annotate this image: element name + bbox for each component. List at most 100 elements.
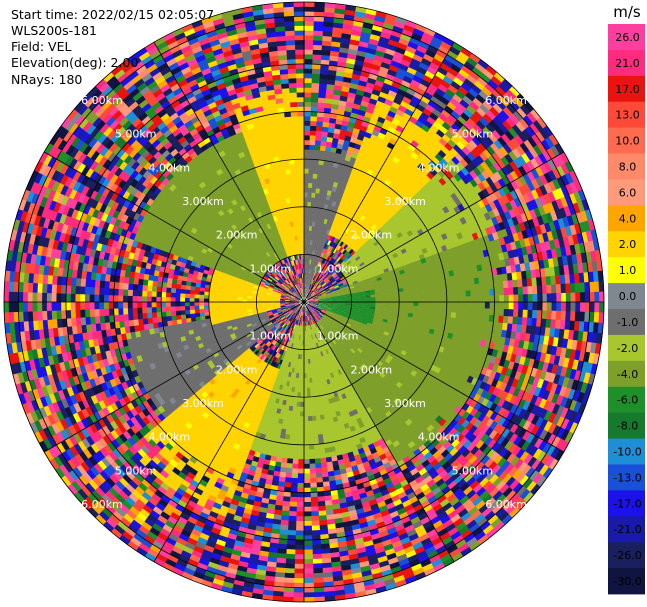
velocity-cell — [465, 296, 471, 303]
velocity-cell — [555, 310, 562, 321]
velocity-cell — [311, 68, 321, 75]
velocity-cell — [329, 195, 335, 202]
velocity-cell — [327, 131, 335, 138]
velocity-cell — [315, 212, 320, 218]
velocity-cell — [450, 312, 457, 319]
velocity-cell — [307, 249, 310, 255]
velocity-cell — [339, 95, 349, 102]
velocity-cell — [309, 269, 313, 275]
velocity-cell — [335, 172, 342, 179]
velocity-cell — [351, 298, 357, 301]
velocity-cell — [475, 302, 481, 309]
velocity-cell — [312, 274, 315, 280]
velocity-cell — [311, 259, 315, 266]
velocity-cell — [324, 199, 330, 206]
velocity-cell — [304, 206, 308, 212]
velocity-cell — [326, 83, 336, 90]
velocity-cell — [517, 286, 524, 296]
velocity-cell — [311, 73, 321, 79]
velocity-cell — [308, 268, 312, 275]
velocity-cell — [479, 308, 486, 316]
velocity-cell — [408, 290, 414, 295]
velocity-cell — [314, 144, 321, 151]
velocity-cell — [370, 302, 376, 305]
velocity-cell — [479, 283, 485, 291]
velocity-cell — [461, 296, 467, 303]
velocity-cell — [324, 233, 329, 240]
velocity-cell — [344, 106, 353, 113]
velocity-cell — [305, 292, 308, 298]
velocity-cell — [418, 293, 424, 299]
velocity-cell — [309, 254, 313, 260]
velocity-cell — [378, 36, 391, 45]
velocity-cell — [319, 188, 325, 195]
velocity-cell — [503, 294, 510, 303]
velocity-cell — [308, 163, 315, 170]
velocity-cell — [375, 302, 381, 305]
velocity-cell — [381, 27, 394, 36]
velocity-cell — [349, 82, 359, 90]
velocity-cell — [338, 51, 349, 59]
velocity-cell — [327, 224, 332, 231]
velocity-cell — [508, 309, 514, 318]
velocity-cell — [389, 302, 395, 306]
velocity-cell — [348, 141, 357, 149]
velocity-cell — [317, 102, 326, 108]
velocity-cell — [332, 27, 344, 34]
velocity-cell — [347, 48, 359, 56]
velocity-cell — [319, 150, 326, 156]
velocity-cell — [304, 220, 308, 226]
velocity-cell — [310, 274, 313, 280]
velocity-cell — [332, 181, 339, 188]
velocity-cell — [313, 245, 317, 251]
velocity-cell — [560, 310, 567, 321]
velocity-cell — [318, 87, 327, 94]
velocity-cell — [314, 140, 322, 146]
velocity-cell — [446, 306, 452, 313]
velocity-cell — [305, 287, 308, 293]
velocity-cell — [323, 107, 332, 114]
velocity-cell — [317, 197, 323, 204]
velocity-cell — [499, 295, 505, 303]
velocity-cell — [334, 8, 346, 15]
velocity-cell — [446, 302, 452, 308]
velocity-cell — [403, 302, 410, 306]
velocity-cell — [446, 286, 452, 293]
velocity-cell — [323, 11, 336, 18]
velocity-cell — [311, 192, 316, 198]
velocity-cell — [442, 297, 448, 303]
velocity-cell — [432, 306, 438, 312]
velocity-cell — [321, 126, 330, 133]
velocity-cell — [317, 164, 324, 171]
velocity-cell — [305, 278, 308, 284]
velocity-cell — [322, 164, 329, 171]
velocity-cell — [329, 55, 340, 62]
velocity-cell — [323, 160, 330, 167]
velocity-cell — [392, 25, 405, 34]
velocity-cell — [560, 283, 567, 294]
velocity-cell — [308, 235, 312, 241]
velocity-cell — [321, 45, 332, 52]
velocity-cell — [316, 246, 320, 252]
velocity-cell — [340, 124, 349, 132]
velocity-cell — [305, 287, 308, 293]
velocity-cell — [522, 294, 529, 303]
velocity-cell — [531, 309, 538, 319]
velocity-cell — [306, 278, 309, 284]
velocity-cell — [326, 189, 333, 196]
velocity-cell — [313, 30, 324, 37]
velocity-cell — [474, 313, 481, 321]
velocity-cell — [352, 147, 360, 155]
velocity-cell — [337, 56, 348, 63]
velocity-cell — [304, 120, 311, 126]
velocity-cell — [312, 49, 323, 56]
velocity-cell — [338, 100, 348, 107]
velocity-cell — [311, 182, 317, 189]
velocity-cell — [322, 30, 334, 37]
velocity-cell — [307, 288, 310, 294]
velocity-cell — [304, 282, 306, 288]
velocity-cell — [475, 289, 481, 297]
velocity-cell — [324, 7, 336, 14]
velocity-cell — [318, 237, 323, 243]
velocity-cell — [325, 88, 335, 95]
